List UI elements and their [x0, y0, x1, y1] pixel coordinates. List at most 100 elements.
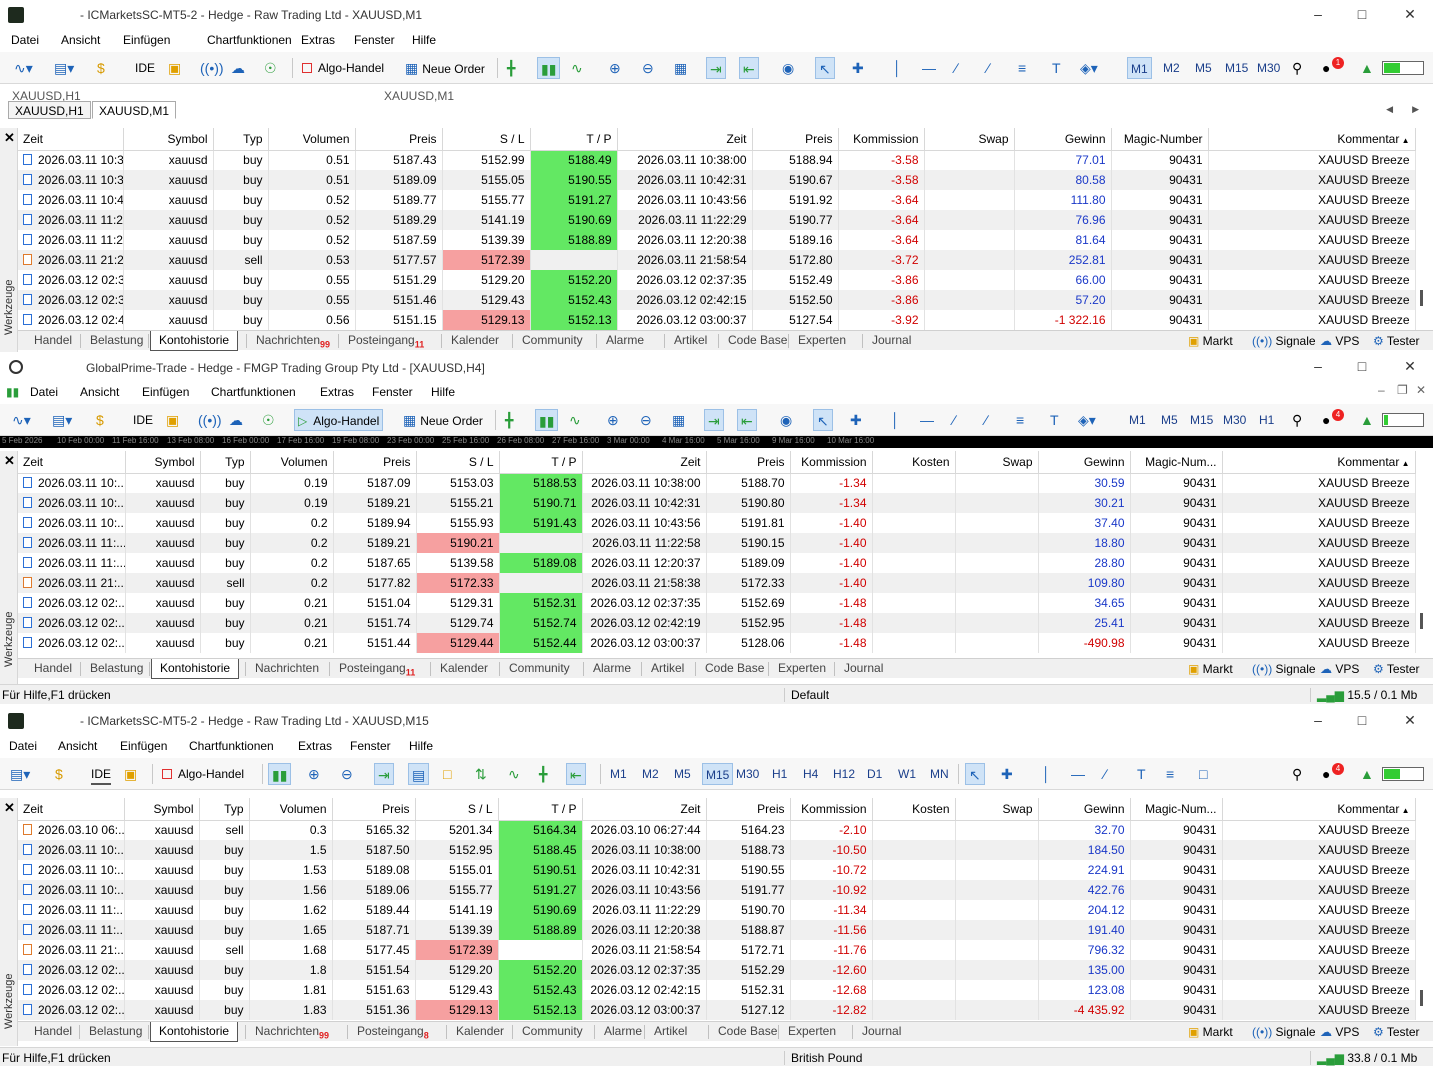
shapes-icon[interactable]: ◈▾ — [1078, 412, 1096, 428]
tab-journal[interactable]: Journal — [836, 659, 891, 679]
tab-handel[interactable]: Handel — [26, 1022, 80, 1042]
minimize-button[interactable]: – — [1314, 358, 1322, 374]
vertical-line-icon[interactable]: │ — [891, 412, 900, 428]
column-header[interactable]: Kommission — [790, 798, 873, 821]
template-icon[interactable]: ▤▾ — [10, 766, 31, 782]
chart-shift-icon[interactable]: ▤ — [408, 763, 430, 785]
autoscroll-icon[interactable]: ⇥ — [374, 763, 394, 785]
line-chart-icon[interactable]: ∿▾ — [14, 60, 33, 76]
tab-community[interactable]: Community — [514, 331, 591, 351]
tester-button[interactable]: ⚙ Tester — [1373, 659, 1420, 679]
column-header[interactable]: Preis — [706, 798, 791, 821]
menu-datei[interactable]: Datei — [9, 739, 38, 753]
close-toolbox-icon[interactable]: ✕ — [4, 130, 15, 145]
column-header[interactable]: Volumen — [268, 128, 356, 151]
column-header[interactable]: Zeit — [582, 798, 707, 821]
text-icon[interactable]: T — [1050, 412, 1059, 428]
trendline-icon[interactable]: ∕ — [1104, 766, 1107, 782]
horizontal-line-icon[interactable]: — — [1071, 766, 1085, 782]
crosshair-icon[interactable]: ✚ — [1001, 766, 1013, 782]
cursor-icon[interactable]: ↖ — [815, 57, 835, 79]
table-row[interactable]: 2026.03.11 10:4...xauusdbuy0.525189.7751… — [18, 190, 1416, 210]
vps-button[interactable]: ☁ VPS — [1320, 659, 1359, 679]
screenshot-icon[interactable]: ◉ — [782, 60, 795, 76]
autoscroll-icon[interactable]: ⇥ — [706, 57, 726, 79]
table-row[interactable]: 2026.03.12 02:... xauusd buy 1.81 5151.63 512… — [18, 980, 1416, 1000]
maximize-button[interactable]: □ — [1357, 358, 1367, 374]
tf-m2[interactable]: M2 — [1163, 61, 1180, 75]
tf-m1[interactable]: M1 — [610, 767, 627, 781]
line-chart-icon[interactable]: ∿▾ — [12, 412, 31, 428]
bar-chart-icon[interactable]: ╋ — [539, 766, 548, 782]
tab-belastung[interactable]: Belastung — [82, 331, 151, 351]
tf-d1[interactable]: D1 — [867, 767, 883, 781]
menu-ansicht[interactable]: Ansicht — [80, 385, 120, 399]
tab-kalender[interactable]: Kalender — [448, 1022, 512, 1042]
table-row[interactable]: 2026.03.11 10:... xauusd buy 0.19 5187.09 515… — [18, 473, 1416, 493]
maximize-button[interactable]: □ — [1357, 712, 1367, 728]
buy-sell-icon[interactable]: ⇅ — [475, 766, 487, 782]
table-row[interactable]: 2026.03.11 11:... xauusd buy 0.2 5187.65 5139… — [18, 553, 1416, 573]
menu-chartfunktionen[interactable]: Chartfunktionen — [211, 385, 296, 399]
tab-handel[interactable]: Handel — [26, 659, 80, 679]
column-header[interactable]: Kommentar ▲ — [1222, 451, 1416, 474]
zoom-in-icon[interactable]: ⊕ — [609, 60, 621, 76]
scrollbar-thumb[interactable] — [1420, 990, 1423, 1006]
menu-datei[interactable]: Datei — [11, 33, 40, 47]
mdi-restore-icon[interactable]: ❐ — [1397, 383, 1408, 397]
column-header[interactable]: Magic-Num... — [1130, 451, 1223, 474]
algo-trading-button[interactable]: Algo-Handel — [162, 763, 244, 785]
trendline-icon[interactable]: ∕ — [953, 412, 956, 428]
tf-mn[interactable]: MN — [930, 767, 949, 781]
vps-button[interactable]: ☁ VPS — [1320, 1022, 1359, 1042]
column-header[interactable]: Typ — [200, 451, 251, 474]
close-button[interactable]: ✕ — [1404, 712, 1416, 728]
table-row[interactable]: 2026.03.12 02:... xauusd buy 0.21 5151.04 512… — [18, 593, 1416, 613]
tf-h1[interactable]: H1 — [1259, 413, 1275, 427]
tab-handel[interactable]: Handel — [26, 331, 80, 351]
table-row[interactable]: 2026.03.11 11:... xauusd buy 0.2 5189.21 5190… — [18, 533, 1416, 553]
tab-artikel[interactable]: Artikel — [646, 1022, 695, 1042]
tf-m15[interactable]: M15 — [702, 763, 734, 785]
menu-chartfunktionen[interactable]: Chartfunktionen — [189, 739, 274, 753]
column-header[interactable]: Preis — [355, 128, 443, 151]
tf-m1[interactable]: M1 — [1129, 413, 1146, 427]
tab-artikel[interactable]: Artikel — [643, 659, 692, 679]
column-header[interactable]: Kommentar ▲ — [1208, 128, 1416, 151]
column-header[interactable]: Magic-Num... — [1130, 798, 1223, 821]
ide-button[interactable]: IDE — [135, 61, 156, 75]
column-header[interactable]: Kommentar ▲ — [1222, 798, 1416, 821]
lock-icon[interactable]: ▣ — [124, 766, 138, 782]
menu-extras[interactable]: Extras — [301, 33, 336, 47]
tab-posteingang[interactable]: Posteingang11 — [340, 331, 432, 351]
tab-alarme[interactable]: Alarme — [596, 1022, 650, 1042]
menu-einfuegen[interactable]: Einfügen — [120, 739, 168, 753]
column-header[interactable]: Kommission — [790, 451, 873, 474]
new-order-button[interactable]: ▦ Neue Order — [403, 412, 483, 428]
horizontal-line-icon[interactable]: — — [920, 412, 934, 428]
text-icon[interactable]: T — [1052, 60, 1061, 76]
maximize-button[interactable]: □ — [1357, 6, 1367, 22]
market-button[interactable]: ▣ Markt — [1188, 659, 1233, 679]
tab-kontohistorie[interactable]: Kontohistorie — [151, 659, 240, 679]
scroll-right-icon[interactable]: ▶ — [1412, 104, 1419, 114]
candlestick-icon[interactable]: ▮▮ — [537, 57, 561, 79]
tester-button[interactable]: ⚙ Tester — [1373, 331, 1420, 351]
new-order-button[interactable]: ▦ Neue Order — [405, 60, 485, 76]
search-icon[interactable]: ⚲ — [1292, 412, 1303, 428]
tf-m1[interactable]: M1 — [1127, 57, 1152, 79]
crosshair-icon[interactable]: ✚ — [852, 60, 864, 76]
menu-ansicht[interactable]: Ansicht — [61, 33, 101, 47]
menu-ansicht[interactable]: Ansicht — [58, 739, 98, 753]
table-row[interactable]: 2026.03.12 02:... xauusd buy 1.83 5151.36 512… — [18, 1000, 1416, 1020]
table-row[interactable]: 2026.03.12 02:3...xauusdbuy0.555151.4651… — [18, 290, 1416, 310]
table-row[interactable]: 2026.03.11 10:... xauusd buy 0.2 5189.94 5155… — [18, 513, 1416, 533]
algo-trading-button[interactable]: Algo-Handel — [302, 57, 384, 79]
table-row[interactable]: 2026.03.11 10:... xauusd buy 0.19 5189.21 515… — [18, 493, 1416, 513]
tab-kontohistorie[interactable]: Kontohistorie — [150, 1022, 239, 1042]
column-header[interactable]: Zeit — [18, 798, 125, 821]
zoom-out-icon[interactable]: ⊖ — [341, 766, 353, 782]
column-header[interactable]: T / P — [498, 798, 583, 821]
table-row[interactable]: 2026.03.12 02:... xauusd buy 0.21 5151.74 512… — [18, 613, 1416, 633]
tf-m5[interactable]: M5 — [1161, 413, 1178, 427]
